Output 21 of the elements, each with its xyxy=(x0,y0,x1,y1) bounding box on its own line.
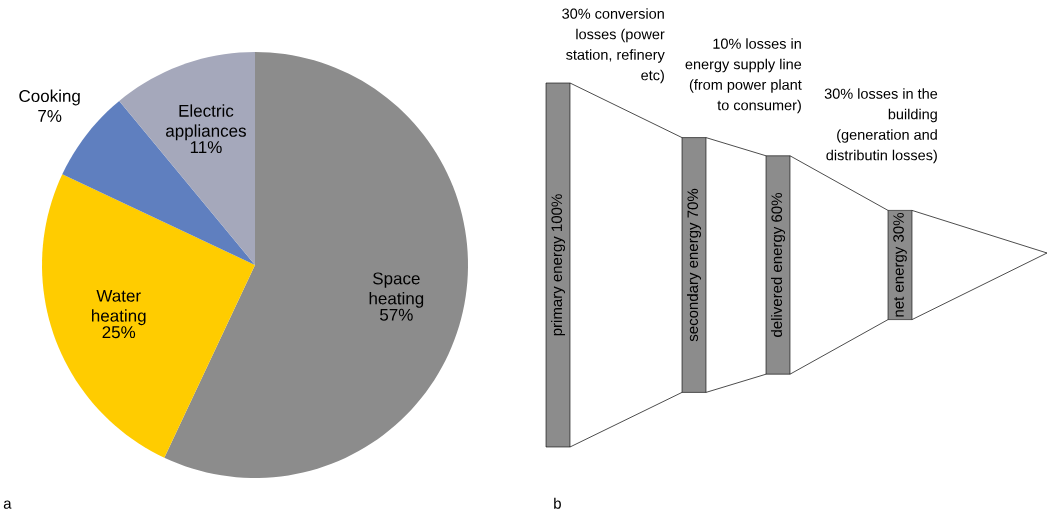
data-label: 57% xyxy=(380,308,413,321)
text: 10% losses in energy supply line (from power plant to consumer) xyxy=(685,38,802,114)
data-label: 70% xyxy=(687,188,699,218)
data-label: 11% xyxy=(190,141,222,154)
slice-label: Space heating xyxy=(369,272,424,308)
slice-label: Electric appliances xyxy=(166,104,246,141)
data-label: 7% xyxy=(38,110,62,122)
text: b xyxy=(554,497,561,509)
data-label: 100% xyxy=(551,194,563,231)
text: 30% losses in the building (generation and distributin losses) xyxy=(824,88,938,164)
text: a xyxy=(3,500,12,509)
category-label: net energy xyxy=(894,246,907,317)
category-label: primary energy xyxy=(551,236,565,336)
data-label: 30% xyxy=(893,213,904,242)
data-label: 60% xyxy=(771,193,783,222)
category-label: secondary energy xyxy=(687,222,701,342)
category-label: delivered energy xyxy=(771,226,785,337)
slice-label: Water heating xyxy=(92,289,146,326)
text: 30% conversion losses (power station, refinery etc) xyxy=(562,8,665,84)
slice-label: Cooking xyxy=(19,89,80,106)
data-label: 25% xyxy=(102,326,136,339)
